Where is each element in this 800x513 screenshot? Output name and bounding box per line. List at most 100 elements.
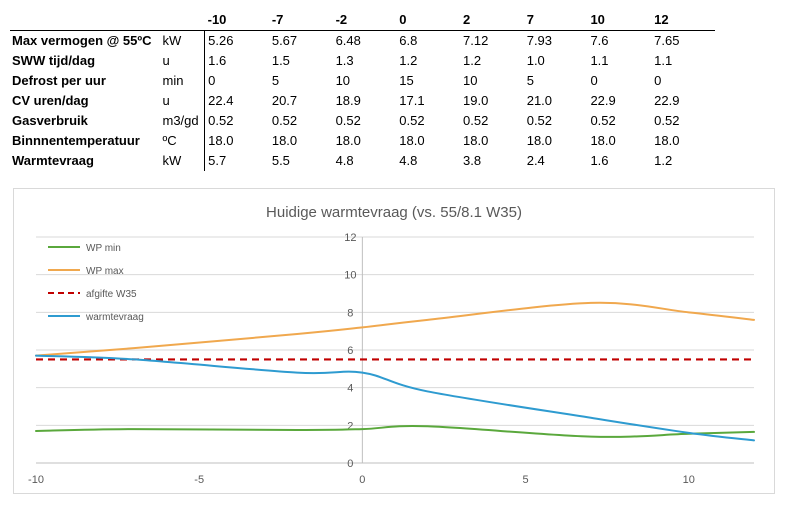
table-cell: 18.0 — [590, 133, 616, 148]
y-tick-label: 4 — [347, 383, 353, 395]
table-cell: 6.48 — [335, 33, 361, 48]
x-tick-label: 5 — [522, 474, 528, 486]
table-cell: 20.7 — [271, 93, 298, 108]
table-cell: 7.12 — [463, 33, 489, 48]
table-cell: 5 — [526, 73, 534, 88]
table-cell: 5.7 — [208, 153, 227, 168]
table-cell: 0.52 — [335, 113, 361, 128]
table-column-header: 7 — [523, 10, 588, 31]
row-label: Max vermogen @ 55ºC — [12, 33, 152, 48]
table-column-header: 0 — [396, 10, 460, 31]
table-header-blank — [10, 10, 160, 31]
table-cell: 3.8 — [463, 153, 482, 168]
table-cell: 0 — [208, 73, 216, 88]
table-column-header: 2 — [460, 10, 524, 31]
table-cell: 1.1 — [590, 53, 609, 68]
table-cell: 1.0 — [526, 53, 545, 68]
table-cell: 1.2 — [654, 153, 673, 168]
table-column-header: 12 — [651, 10, 715, 31]
y-tick-label: 8 — [347, 307, 353, 319]
table-cell: 0.52 — [208, 113, 234, 128]
row-unit: kW — [159, 30, 206, 51]
table-cell: 0.52 — [654, 113, 680, 128]
row-label: Gasverbruik — [12, 113, 88, 128]
row-unit: m3/gd — [159, 111, 206, 131]
table-cell: 15 — [399, 73, 414, 88]
table-row: Max vermogen @ 55ºC kW 5.26 5.67 6.48 6.8 7.12… — [10, 30, 715, 51]
row-unit: min — [159, 71, 206, 91]
series-line-warmtevraag — [35, 354, 755, 442]
table-cell: 18.0 — [526, 133, 553, 148]
table-cell: 0.52 — [590, 113, 616, 128]
chart-title: Huidige warmtevraag (vs. 55/8.1 W35) — [266, 204, 522, 221]
table-cell: 1.2 — [463, 53, 482, 68]
table-cell: 17.1 — [399, 93, 425, 108]
table-cell: 5.67 — [271, 33, 298, 48]
table-cell: 10 — [463, 73, 478, 88]
table-header-row: -10 -7 -2 0 2 7 10 12 — [10, 10, 715, 31]
table-cell: 18.0 — [399, 133, 425, 148]
row-unit: kW — [159, 151, 206, 171]
table-cell: 22.4 — [208, 93, 234, 108]
table-cell: 7.93 — [526, 33, 553, 48]
y-tick-label: 0 — [347, 458, 353, 470]
legend-label: warmtevraag — [85, 312, 144, 323]
table-cell: 10 — [335, 73, 351, 88]
table-column-header: -10 — [204, 10, 269, 31]
table-cell: 4.8 — [335, 153, 354, 168]
data-table-container: -10 -7 -2 0 2 7 10 12 Max vermogen @ 55ºC kW 5.26… — [10, 10, 715, 171]
table-cell: 18.0 — [208, 133, 234, 148]
table-cell: 4.8 — [399, 153, 418, 168]
row-label: Defrost per uur — [12, 73, 106, 88]
table-cell: 1.5 — [271, 53, 290, 68]
table-cell: 18.0 — [335, 133, 361, 148]
table-cell: 0.52 — [271, 113, 298, 128]
y-tick-label: 2 — [347, 420, 353, 432]
table-header-blank — [159, 10, 205, 31]
table-cell: 22.9 — [654, 93, 680, 108]
table-cell: 7.6 — [590, 33, 609, 48]
table-row: Warmtevraag kW 5.7 5.5 4.8 4.8 3.8 2.4 1.6 1.2 — [10, 151, 715, 171]
table-body: Max vermogen @ 55ºC kW 5.26 5.67 6.48 6.8 7.12… — [10, 30, 715, 171]
table-cell: 5 — [271, 73, 280, 88]
table-cell: 18.0 — [654, 133, 680, 148]
line-chart: Huidige warmtevraag (vs. 55/8.1 W35) 0 2 4… — [28, 204, 755, 486]
table-cell: 21.0 — [526, 93, 553, 108]
row-label: Binnnentemperatuur — [12, 133, 140, 148]
table-cell: 0 — [590, 73, 598, 88]
y-tick-label: 6 — [347, 345, 353, 357]
row-unit: u — [159, 51, 206, 71]
x-tick-label: -5 — [194, 474, 204, 486]
table-cell: 22.9 — [590, 93, 616, 108]
row-unit: u — [159, 91, 206, 111]
series-line-wp-min — [35, 425, 755, 438]
row-unit: ºC — [159, 131, 206, 151]
legend-label: afgifte W35 — [86, 289, 137, 300]
table-cell: 0.52 — [463, 113, 489, 128]
table-cell: 0.52 — [399, 113, 425, 128]
table-cell: 18.0 — [271, 133, 298, 148]
y-tick-label: 10 — [344, 270, 356, 282]
table-cell: 1.6 — [208, 53, 227, 68]
row-label: SWW tijd/dag — [12, 53, 96, 68]
table-cell: 0 — [654, 73, 662, 88]
table-row: SWW tijd/dag u 1.6 1.5 1.3 1.2 1.2 1.0 1.1 1.1 — [10, 51, 715, 71]
x-tick-label: 0 — [359, 474, 365, 486]
table-cell: 1.1 — [654, 53, 673, 68]
table-row: Defrost per uur min 0 5 10 15 10 5 0 0 — [10, 71, 715, 91]
legend-label: WP max — [86, 266, 124, 277]
table-cell: 7.65 — [654, 33, 680, 48]
table-row: Gasverbruik m3/gd 0.52 0.52 0.52 0.52 0.52 0.52… — [10, 111, 715, 131]
table-cell: 5.5 — [271, 153, 290, 168]
table-cell: 5.26 — [208, 33, 234, 48]
table-column-header: 10 — [587, 10, 652, 31]
legend-label: WP min — [86, 243, 121, 254]
x-tick-label: -10 — [28, 474, 44, 486]
table-cell: 19.0 — [463, 93, 489, 108]
row-label: CV uren/dag — [12, 93, 89, 108]
x-tick-label: 10 — [683, 474, 695, 486]
table-cell: 0.52 — [526, 113, 553, 128]
table-cell: 18.9 — [335, 93, 361, 108]
table-cell: 2.4 — [526, 153, 545, 168]
series-line-wp-max — [35, 301, 755, 357]
